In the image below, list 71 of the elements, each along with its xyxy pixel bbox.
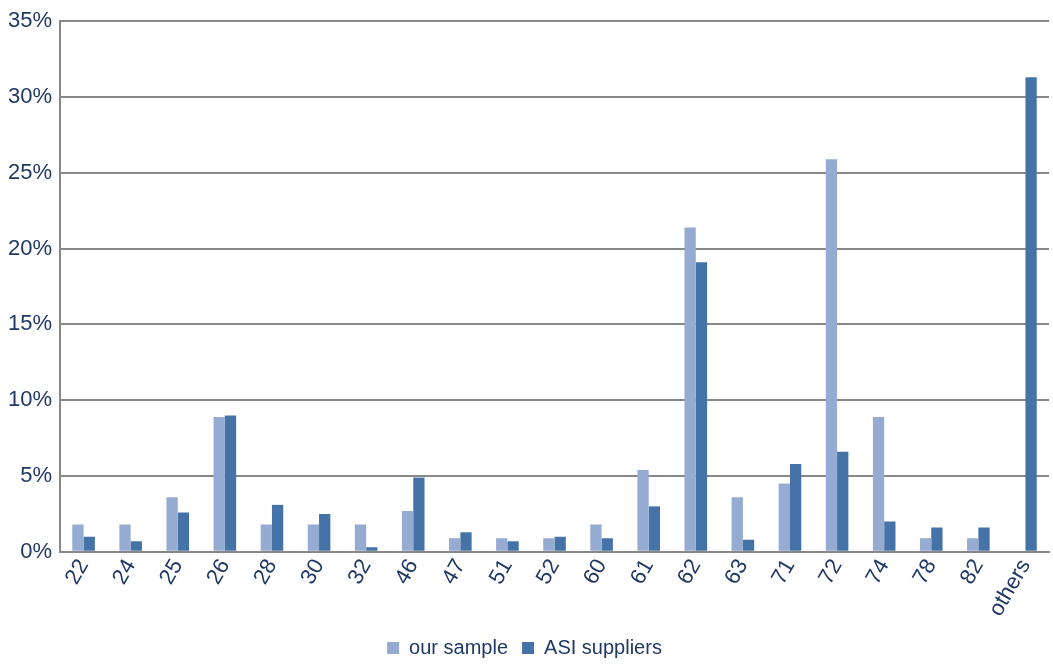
x-tick-label: 74 xyxy=(859,554,894,589)
x-tick-label: 26 xyxy=(200,554,235,589)
x-tick-label: 46 xyxy=(388,554,423,589)
bar xyxy=(401,510,414,551)
bar xyxy=(978,527,990,551)
bar xyxy=(307,524,320,551)
x-tick-label: 24 xyxy=(106,554,141,589)
x-tick-label: 28 xyxy=(247,554,282,589)
bar xyxy=(213,416,225,551)
bar xyxy=(1025,77,1037,551)
y-tick-label: 15% xyxy=(7,310,53,336)
y-tick-label: 35% xyxy=(7,7,53,33)
bar xyxy=(872,416,885,551)
bar xyxy=(177,512,190,551)
bar xyxy=(496,538,508,551)
bar xyxy=(130,541,142,551)
x-tick-label: 22 xyxy=(59,554,94,589)
bar xyxy=(72,524,84,551)
bar xyxy=(449,538,461,551)
x-tick-label: 82 xyxy=(954,554,988,589)
legend-label: ASI suppliers xyxy=(544,635,662,658)
x-tick-label: 71 xyxy=(765,554,800,589)
y-tick-label: 20% xyxy=(7,234,53,260)
x-tick-label: 62 xyxy=(671,554,706,589)
bar xyxy=(354,524,367,551)
y-tick-label: 0% xyxy=(20,537,53,563)
bar xyxy=(83,536,95,551)
bar xyxy=(919,538,932,551)
legend-label: our sample xyxy=(409,635,509,658)
bar xyxy=(825,159,838,551)
bar xyxy=(695,262,708,551)
bar xyxy=(460,532,472,551)
bar xyxy=(967,538,979,551)
bar xyxy=(601,538,613,551)
y-tick-label: 5% xyxy=(20,462,53,488)
y-tick-label: 10% xyxy=(7,386,53,412)
bar xyxy=(837,451,849,551)
bar xyxy=(366,547,378,551)
x-tick-label: 72 xyxy=(812,554,847,589)
x-tick-label: 51 xyxy=(483,554,517,589)
x-tick-label: 60 xyxy=(577,554,612,589)
bar xyxy=(884,521,896,551)
x-tick-label: 61 xyxy=(624,554,659,589)
bar xyxy=(731,497,743,551)
bar xyxy=(684,227,696,551)
bar xyxy=(543,538,555,551)
x-tick-label: 63 xyxy=(718,554,753,589)
x-tick-label: 78 xyxy=(906,554,941,589)
bar xyxy=(789,463,802,551)
bar xyxy=(166,497,178,551)
bar xyxy=(224,415,237,551)
x-tick-label: 25 xyxy=(153,554,188,589)
bar xyxy=(507,541,519,551)
bar xyxy=(590,524,602,551)
bar xyxy=(931,527,943,551)
bar xyxy=(271,504,284,551)
bar xyxy=(319,513,331,551)
y-tick-label: 30% xyxy=(7,83,53,109)
bar xyxy=(413,477,425,551)
bar xyxy=(778,483,790,551)
x-tick-label: 32 xyxy=(341,554,376,589)
bar xyxy=(648,506,661,551)
bar xyxy=(260,524,272,551)
bar xyxy=(554,536,566,551)
bar xyxy=(119,524,131,551)
x-tick-label: 30 xyxy=(294,554,329,589)
y-tick-label: 25% xyxy=(7,158,53,184)
x-tick-label: 47 xyxy=(436,554,470,589)
x-tick-label: 52 xyxy=(530,554,565,589)
bar xyxy=(637,469,649,551)
bar xyxy=(742,539,755,551)
